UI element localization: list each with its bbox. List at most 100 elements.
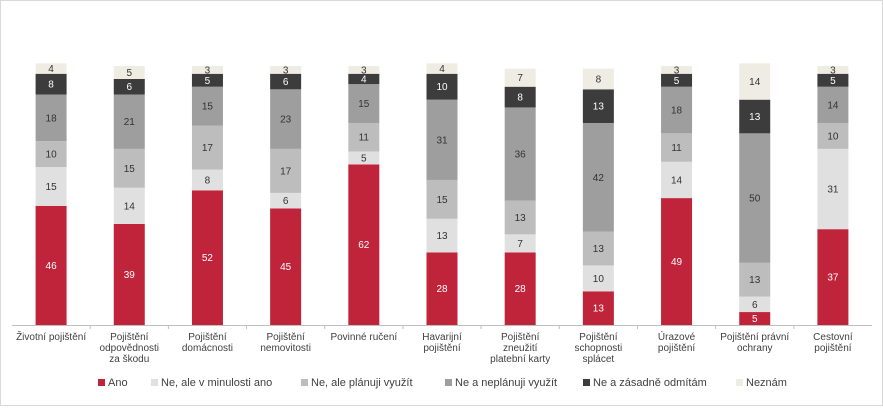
data-label: 6 [283,77,289,88]
bar-segment [35,141,67,168]
bar-segment [348,73,380,85]
bar-segment [504,86,536,108]
legend-label: Ne, ale plánuji využít [311,377,413,389]
data-label: 14 [671,175,683,186]
category-label: Úrazové pojištění [658,330,696,354]
data-label: 14 [749,77,761,88]
legend-label: Ne a zásadně odmítám [593,377,707,389]
category-label-line: Pojištění [501,332,540,343]
data-label: 5 [205,76,211,87]
category-label-line: platební karty [490,354,550,365]
data-label: 17 [280,166,292,177]
bar-segment [817,148,849,230]
bar-segment [35,167,67,206]
data-label: 14 [124,201,136,212]
bar-segment [582,68,614,90]
category-label: Pojištění domácnosti [182,332,233,354]
data-label: 3 [830,65,836,76]
bar-segment [504,252,536,325]
bar-segment [270,89,302,149]
data-label: 49 [671,257,683,268]
legend-swatch [98,379,105,386]
legend-swatch [151,379,158,386]
bar-segment [35,63,67,74]
data-label: 46 [46,261,58,272]
category-label: Pojištění schopnosti splácet [574,332,622,365]
data-label: 3 [205,65,211,76]
data-label: 18 [46,113,58,124]
bar-segment [348,151,380,165]
bar-segment [739,262,771,297]
data-label: 15 [202,102,214,113]
data-label: 3 [674,65,680,76]
category-label-line: Cestovní [813,332,853,343]
bar-segment [426,63,458,74]
category-label: Pojištění odpovědnosti za škodu [100,332,160,365]
category-label-line: zneužití [503,343,538,354]
data-label: 13 [593,304,605,315]
category-label-line: Pojištění [110,332,149,343]
category-label-line: schopnosti [574,343,622,354]
category-label: Pojištění zneužití platební karty [490,332,550,365]
bar-segment [270,66,302,74]
data-label: 15 [124,164,136,175]
bar-segment [582,231,614,266]
data-label: 17 [202,143,214,154]
category-label-line: odpovědnosti [100,343,160,354]
bar-segment [817,86,849,123]
legend-label: Ano [108,377,128,389]
bar-segment [661,198,693,325]
bar-segment [35,94,67,142]
data-label: 36 [515,150,527,161]
bar-segment [426,99,458,180]
category-label-line: splácet [583,354,615,365]
category-label-line: Pojištění právní [720,332,789,343]
data-label: 7 [517,239,523,250]
bar-segment [582,265,614,292]
bar-segment [113,223,145,325]
data-label: 4 [361,74,367,85]
data-label: 13 [749,275,761,286]
bar-segment [191,169,223,191]
data-label: 4 [439,64,445,75]
data-label: 15 [436,195,448,206]
data-label: 23 [280,115,292,126]
data-label: 3 [361,65,367,76]
bar-segment [661,66,693,74]
bar-segment [739,133,771,263]
data-label: 5 [830,76,836,87]
category-label: Povinné ručení [330,332,397,343]
bar-segment [817,229,849,325]
legend: Ano Ne, ale v minulosti ano Ne, ale plánuj… [98,377,787,389]
bar-segment [113,94,145,149]
bar-segment [504,107,536,201]
legend-swatch [736,379,743,386]
data-label: 3 [283,65,289,76]
bar-segment [348,164,380,325]
data-label: 39 [124,270,136,281]
bar-segment [582,89,614,123]
data-label: 31 [827,185,839,196]
bar-segment [348,66,380,74]
category-label-line: Úrazové [658,330,696,343]
bar-segment [426,73,458,100]
category-label-line: ochrany [737,343,773,354]
data-label: 6 [283,196,289,207]
bar-segment [270,148,302,193]
bar-segment [113,66,145,79]
bar-segment [191,66,223,74]
category-label: Pojištění nemovitosti [260,332,311,354]
bar-segment [582,291,614,325]
data-label: 6 [126,82,132,93]
data-label: 28 [515,284,527,295]
bar-segment [504,68,536,87]
category-label-line: nemovitosti [260,343,311,354]
category-label: Životní pojištění [16,330,86,343]
category-label: Havarijní pojištění [422,332,462,354]
bar-segment [270,208,302,325]
legend-swatch [301,379,308,386]
bar-segment [661,73,693,87]
bar-segment [191,190,223,325]
category-label-line: za škodu [109,354,149,365]
